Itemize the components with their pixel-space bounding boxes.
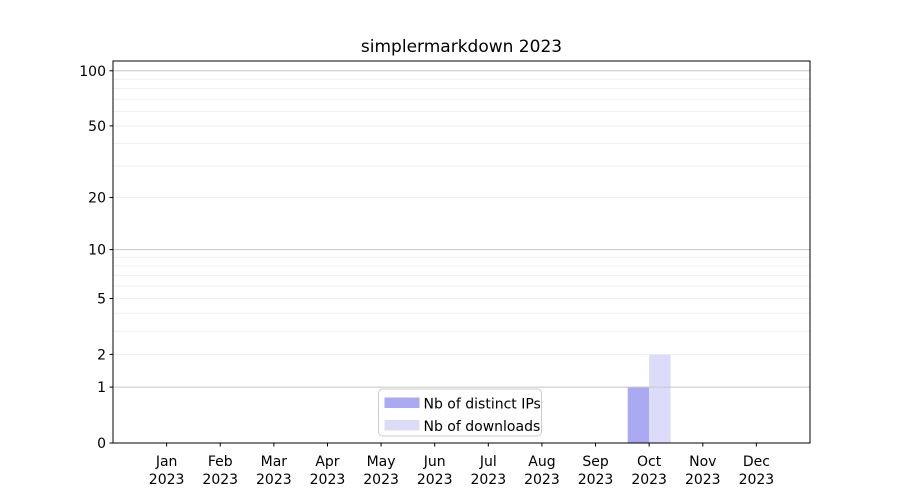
x-tick-label-year: 2023	[256, 472, 292, 488]
legend: Nb of distinct IPs Nb of downloads	[378, 388, 542, 437]
y-tick-label: 2	[97, 347, 106, 363]
x-tick-label-year: 2023	[363, 472, 399, 488]
bar	[649, 354, 671, 443]
y-axis: 0 1 2 5 10 20 50 100	[79, 64, 113, 452]
x-tick-label-month: Dec	[743, 454, 770, 470]
legend-swatch-distinct-ips	[384, 397, 420, 408]
x-tick-label-month: May	[367, 454, 396, 470]
chart-title: simplermarkdown 2023	[361, 37, 562, 57]
x-tick-label-month: Apr	[315, 454, 339, 470]
y-tick-label: 5	[97, 291, 106, 307]
x-tick-label-year: 2023	[631, 472, 667, 488]
x-tick-label-year: 2023	[470, 472, 506, 488]
legend-label-downloads: Nb of downloads	[424, 419, 541, 435]
legend-label-distinct-ips: Nb of distinct IPs	[424, 397, 541, 413]
x-tick-label-year: 2023	[149, 472, 185, 488]
bars-group	[627, 354, 671, 443]
y-tick-label: 10	[88, 243, 106, 259]
x-tick-label-month: Jul	[479, 454, 497, 470]
x-tick-label-year: 2023	[417, 472, 453, 488]
x-tick-label-month: Mar	[261, 454, 288, 470]
x-tick-label-month: Jun	[423, 454, 446, 470]
x-tick-label-year: 2023	[739, 472, 775, 488]
y-tick-label: 20	[88, 190, 106, 206]
y-tick-label: 1	[97, 380, 106, 396]
x-tick-label-year: 2023	[685, 472, 721, 488]
legend-swatch-downloads	[384, 420, 420, 431]
x-tick-label-year: 2023	[578, 472, 614, 488]
x-tick-label-month: Oct	[637, 454, 662, 470]
x-tick-label-month: Feb	[208, 454, 233, 470]
x-axis: Jan 2023 Feb 2023 Mar 2023 Apr 2023 May 2023 Jun 20…	[149, 443, 774, 488]
x-tick-label-year: 2023	[524, 472, 560, 488]
x-tick-label-month: Nov	[689, 454, 716, 470]
x-tick-label-year: 2023	[310, 472, 346, 488]
x-tick-label-month: Sep	[582, 454, 609, 470]
x-tick-label-month: Aug	[528, 454, 555, 470]
y-tick-label: 100	[79, 64, 106, 80]
gridlines-group	[113, 70, 810, 388]
y-tick-label: 0	[97, 436, 106, 452]
bar	[627, 387, 650, 443]
plot-border	[112, 60, 811, 444]
x-tick-label-month: Jan	[155, 454, 178, 470]
y-tick-label: 50	[88, 119, 106, 135]
x-tick-label-year: 2023	[202, 472, 238, 488]
